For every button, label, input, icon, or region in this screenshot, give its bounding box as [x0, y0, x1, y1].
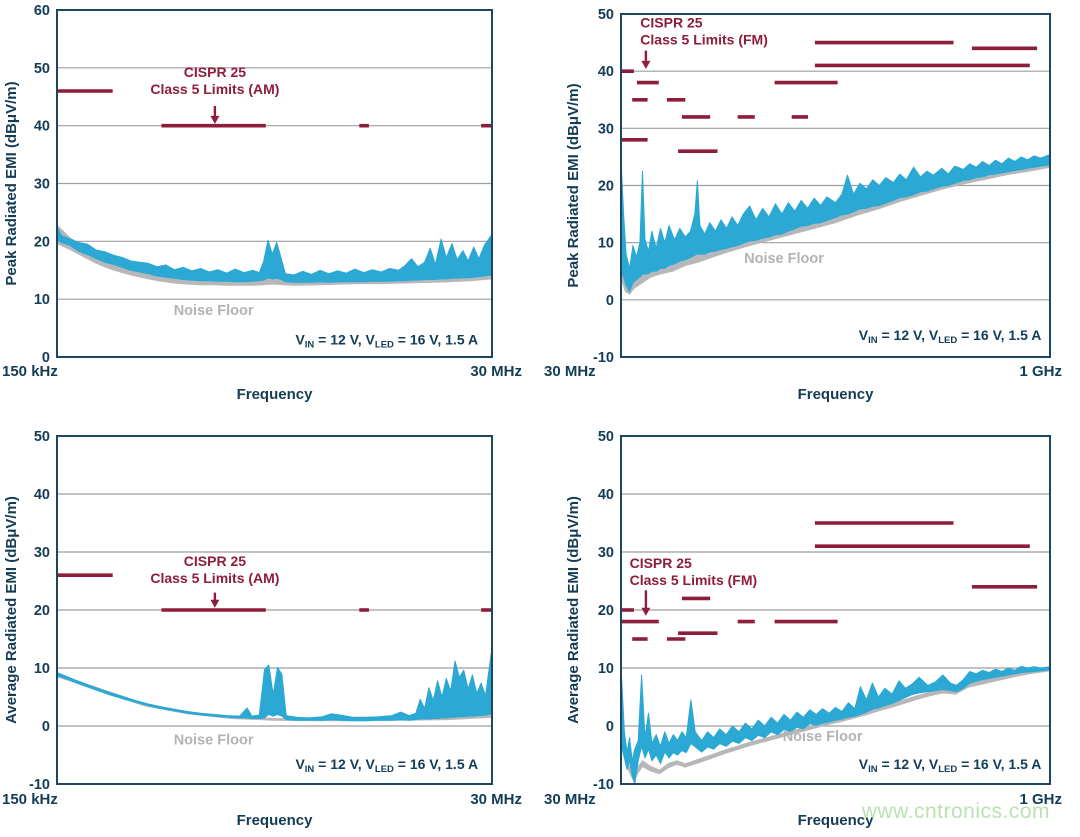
chart-peak-am-svg: 60 50 40 30 20 10 0 Peak Radiated EMI (dBμV/m) 1…: [2, 3, 522, 403]
x-tick-label: 150 kHz: [2, 363, 58, 380]
noise-floor-label: Noise Floor: [174, 733, 254, 749]
test-condition-label: VIN = 12 V, VLED = 16 V, 1.5 A: [295, 331, 478, 350]
x-tick-label: 30 MHz: [544, 791, 596, 808]
y-tick-label: 20: [598, 179, 614, 195]
x-axis-title: Frequency: [237, 386, 314, 403]
chart-peak-fm: 50 40 30 20 10 0 -10 Peak Radiated EMI (dBμV/m)…: [540, 0, 1080, 416]
watermark: www.cntronics.com: [861, 800, 1050, 823]
plot-border: [56, 9, 493, 358]
cispr-annotation: CISPR 25 Class 5 Limits (AM): [150, 64, 279, 97]
annotation-arrowhead: [210, 599, 220, 608]
y-tick-label: 50: [34, 429, 50, 445]
annotation-arrowhead: [641, 60, 651, 69]
y-tick-label: -10: [29, 777, 50, 793]
y-tick-label: -10: [593, 777, 614, 793]
y-tick-label: 20: [34, 234, 50, 250]
y-tick-label: 40: [598, 64, 614, 80]
y-tick-label: 0: [42, 719, 50, 735]
annotation-arrowhead: [641, 607, 651, 616]
test-condition-label: VIN = 12 V, VLED = 16 V, 1.5 A: [859, 327, 1042, 346]
y-tick-label: 10: [598, 236, 614, 252]
chart-average-am: 50 40 30 20 10 0 -10 Average Radiated EMI (dBμV…: [0, 416, 540, 832]
y-tick-label: 30: [34, 545, 50, 561]
cispr-annotation: CISPR 25 Class 5 Limits (AM): [150, 553, 279, 586]
y-tick-label: 20: [598, 603, 614, 619]
y-tick-label: 60: [34, 3, 50, 19]
y-tick-label: 40: [34, 119, 50, 135]
y-tick-label: 20: [34, 603, 50, 619]
noise-floor-band: [620, 159, 1051, 295]
noise-floor-label: Noise Floor: [783, 729, 863, 745]
y-axis-title: Average Radiated EMI (dBμV/m): [565, 496, 582, 724]
y-tick-label: 50: [598, 429, 614, 445]
y-axis-title: Average Radiated EMI (dBμV/m): [3, 496, 20, 724]
x-tick-label: 1 GHz: [1019, 363, 1062, 380]
x-tick-label: 30 MHz: [470, 791, 522, 808]
x-tick-label: 1 GHz: [1019, 791, 1062, 808]
y-tick-label: 50: [598, 7, 614, 23]
cispr-annotation: CISPR 25 Class 5 Limits (FM): [630, 555, 758, 588]
chart-peak-fm-svg: 50 40 30 20 10 0 -10 Peak Radiated EMI (dBμV/m)…: [544, 7, 1062, 403]
emi-band: [56, 226, 493, 283]
x-tick-label: 150 kHz: [2, 791, 58, 808]
x-tick-label: 30 MHz: [544, 363, 596, 380]
plot-border: [620, 435, 1051, 785]
y-tick-label: 10: [34, 661, 50, 677]
y-tick-label: 40: [34, 487, 50, 503]
y-tick-label: -10: [593, 350, 614, 366]
y-tick-label: 40: [598, 487, 614, 503]
noise-floor-label: Noise Floor: [744, 251, 824, 267]
y-tick-label: 0: [42, 350, 50, 366]
chart-peak-am: 60 50 40 30 20 10 0 Peak Radiated EMI (dBμV/m) 1…: [0, 0, 540, 416]
plot-border: [620, 13, 1051, 358]
y-axis-title: Peak Radiated EMI (dBμV/m): [565, 83, 582, 287]
y-axis-title: Peak Radiated EMI (dBμV/m): [3, 81, 20, 285]
x-tick-label: 30 MHz: [470, 363, 522, 380]
x-axis-title: Frequency: [237, 812, 314, 829]
chart-average-fm-svg: 50 40 30 20 10 0 -10 Average Radiated EMI (dBμV…: [544, 429, 1062, 829]
cispr-annotation: CISPR 25 Class 5 Limits (FM): [640, 15, 768, 48]
x-axis-title: Frequency: [798, 386, 875, 403]
plot-border: [56, 435, 493, 785]
y-tick-label: 10: [598, 661, 614, 677]
test-condition-label: VIN = 12 V, VLED = 16 V, 1.5 A: [295, 756, 478, 775]
y-tick-label: 30: [598, 545, 614, 561]
x-axis-title: Frequency: [798, 812, 875, 829]
noise-floor-label: Noise Floor: [174, 303, 254, 319]
annotation-arrowhead: [210, 115, 220, 124]
y-tick-label: 0: [606, 719, 614, 735]
emi-band: [56, 647, 493, 722]
test-condition-label: VIN = 12 V, VLED = 16 V, 1.5 A: [859, 756, 1042, 775]
chart-average-fm: 50 40 30 20 10 0 -10 Average Radiated EMI (dBμV…: [540, 416, 1080, 832]
y-tick-label: 10: [34, 292, 50, 308]
y-tick-label: 30: [34, 177, 50, 193]
y-tick-label: 0: [606, 293, 614, 309]
y-tick-label: 30: [598, 121, 614, 137]
chart-average-am-svg: 50 40 30 20 10 0 -10 Average Radiated EMI (dBμV…: [2, 429, 522, 829]
y-tick-label: 50: [34, 61, 50, 77]
